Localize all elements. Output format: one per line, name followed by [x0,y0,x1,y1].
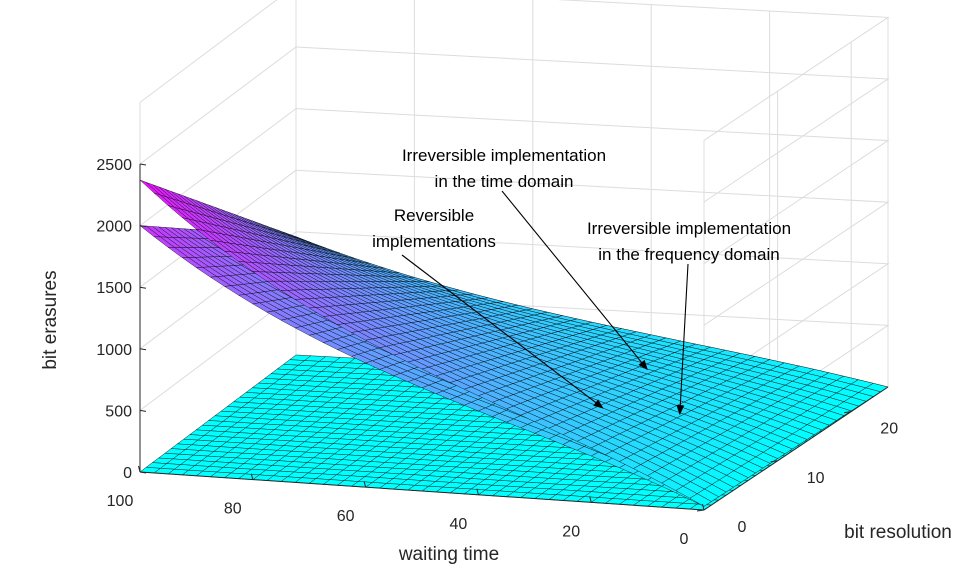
grid-line [139,108,297,227]
annotation-text: in the time domain [435,172,574,191]
z-tick-label: 2500 [96,157,132,174]
y-tick-label: 20 [880,421,898,438]
z-tick-mark [139,163,147,166]
surface-irreversible-frequency [139,179,889,507]
x-tick-mark [589,496,592,503]
annotation-arrow [501,190,648,371]
surface-patch [689,493,712,507]
x-tick-label: 0 [680,531,689,548]
x-tick-label: 20 [562,523,580,540]
x-tick-mark [138,465,141,473]
x-tick-label: 60 [337,508,355,525]
annotation-text: in the frequency domain [598,245,779,264]
y-tick-label: 0 [738,519,747,536]
annotation-text: Irreversible implementation [402,146,606,165]
grid-line [556,0,890,141]
y-axis-line [703,386,889,511]
annotation-text: implementations [372,232,496,251]
x-axis-line [139,471,705,511]
annotation-arrow [401,254,604,409]
y-tick-mark [696,509,705,512]
annotation-irr-time: Irreversible implementation in the time d… [402,146,648,371]
grid-line [139,46,297,165]
z-tick-label: 1500 [96,280,132,297]
z-tick-mark [139,225,147,228]
annotation-reversible: Reversible implementations [372,206,604,409]
z-tick-label: 1000 [96,342,132,359]
annotation-arrow [676,263,689,416]
x-axis-label: waiting time [398,544,499,565]
z-tick-mark [139,348,147,351]
x-tick-mark [702,503,705,511]
annotation-irr-freq: Irreversible implementation in the freque… [587,219,791,416]
x-tick-mark [250,473,254,480]
annotation-text: Irreversible implementation [587,219,791,238]
x-tick-label: 80 [224,501,242,518]
y-tick-label: 10 [807,470,825,487]
z-tick-label: 2000 [96,219,132,236]
z-axis-label: bit erasures [40,270,61,369]
grid-line [139,0,278,103]
z-tick-mark [139,471,147,474]
y-axis-label: bit resolution [844,522,952,543]
z-tick-mark [139,286,147,289]
y-tick-mark [770,460,778,463]
surface-layer [139,179,889,511]
z-tick-mark [139,409,147,412]
x-tick-mark [476,488,479,495]
x-tick-label: 40 [450,516,468,533]
annotation-text: Reversible [394,206,474,225]
z-tick-label: 0 [123,465,132,482]
x-tick-label: 100 [107,493,134,510]
z-tick-label: 500 [105,403,132,420]
y-tick-mark [844,411,852,414]
x-tick-mark [363,481,367,488]
